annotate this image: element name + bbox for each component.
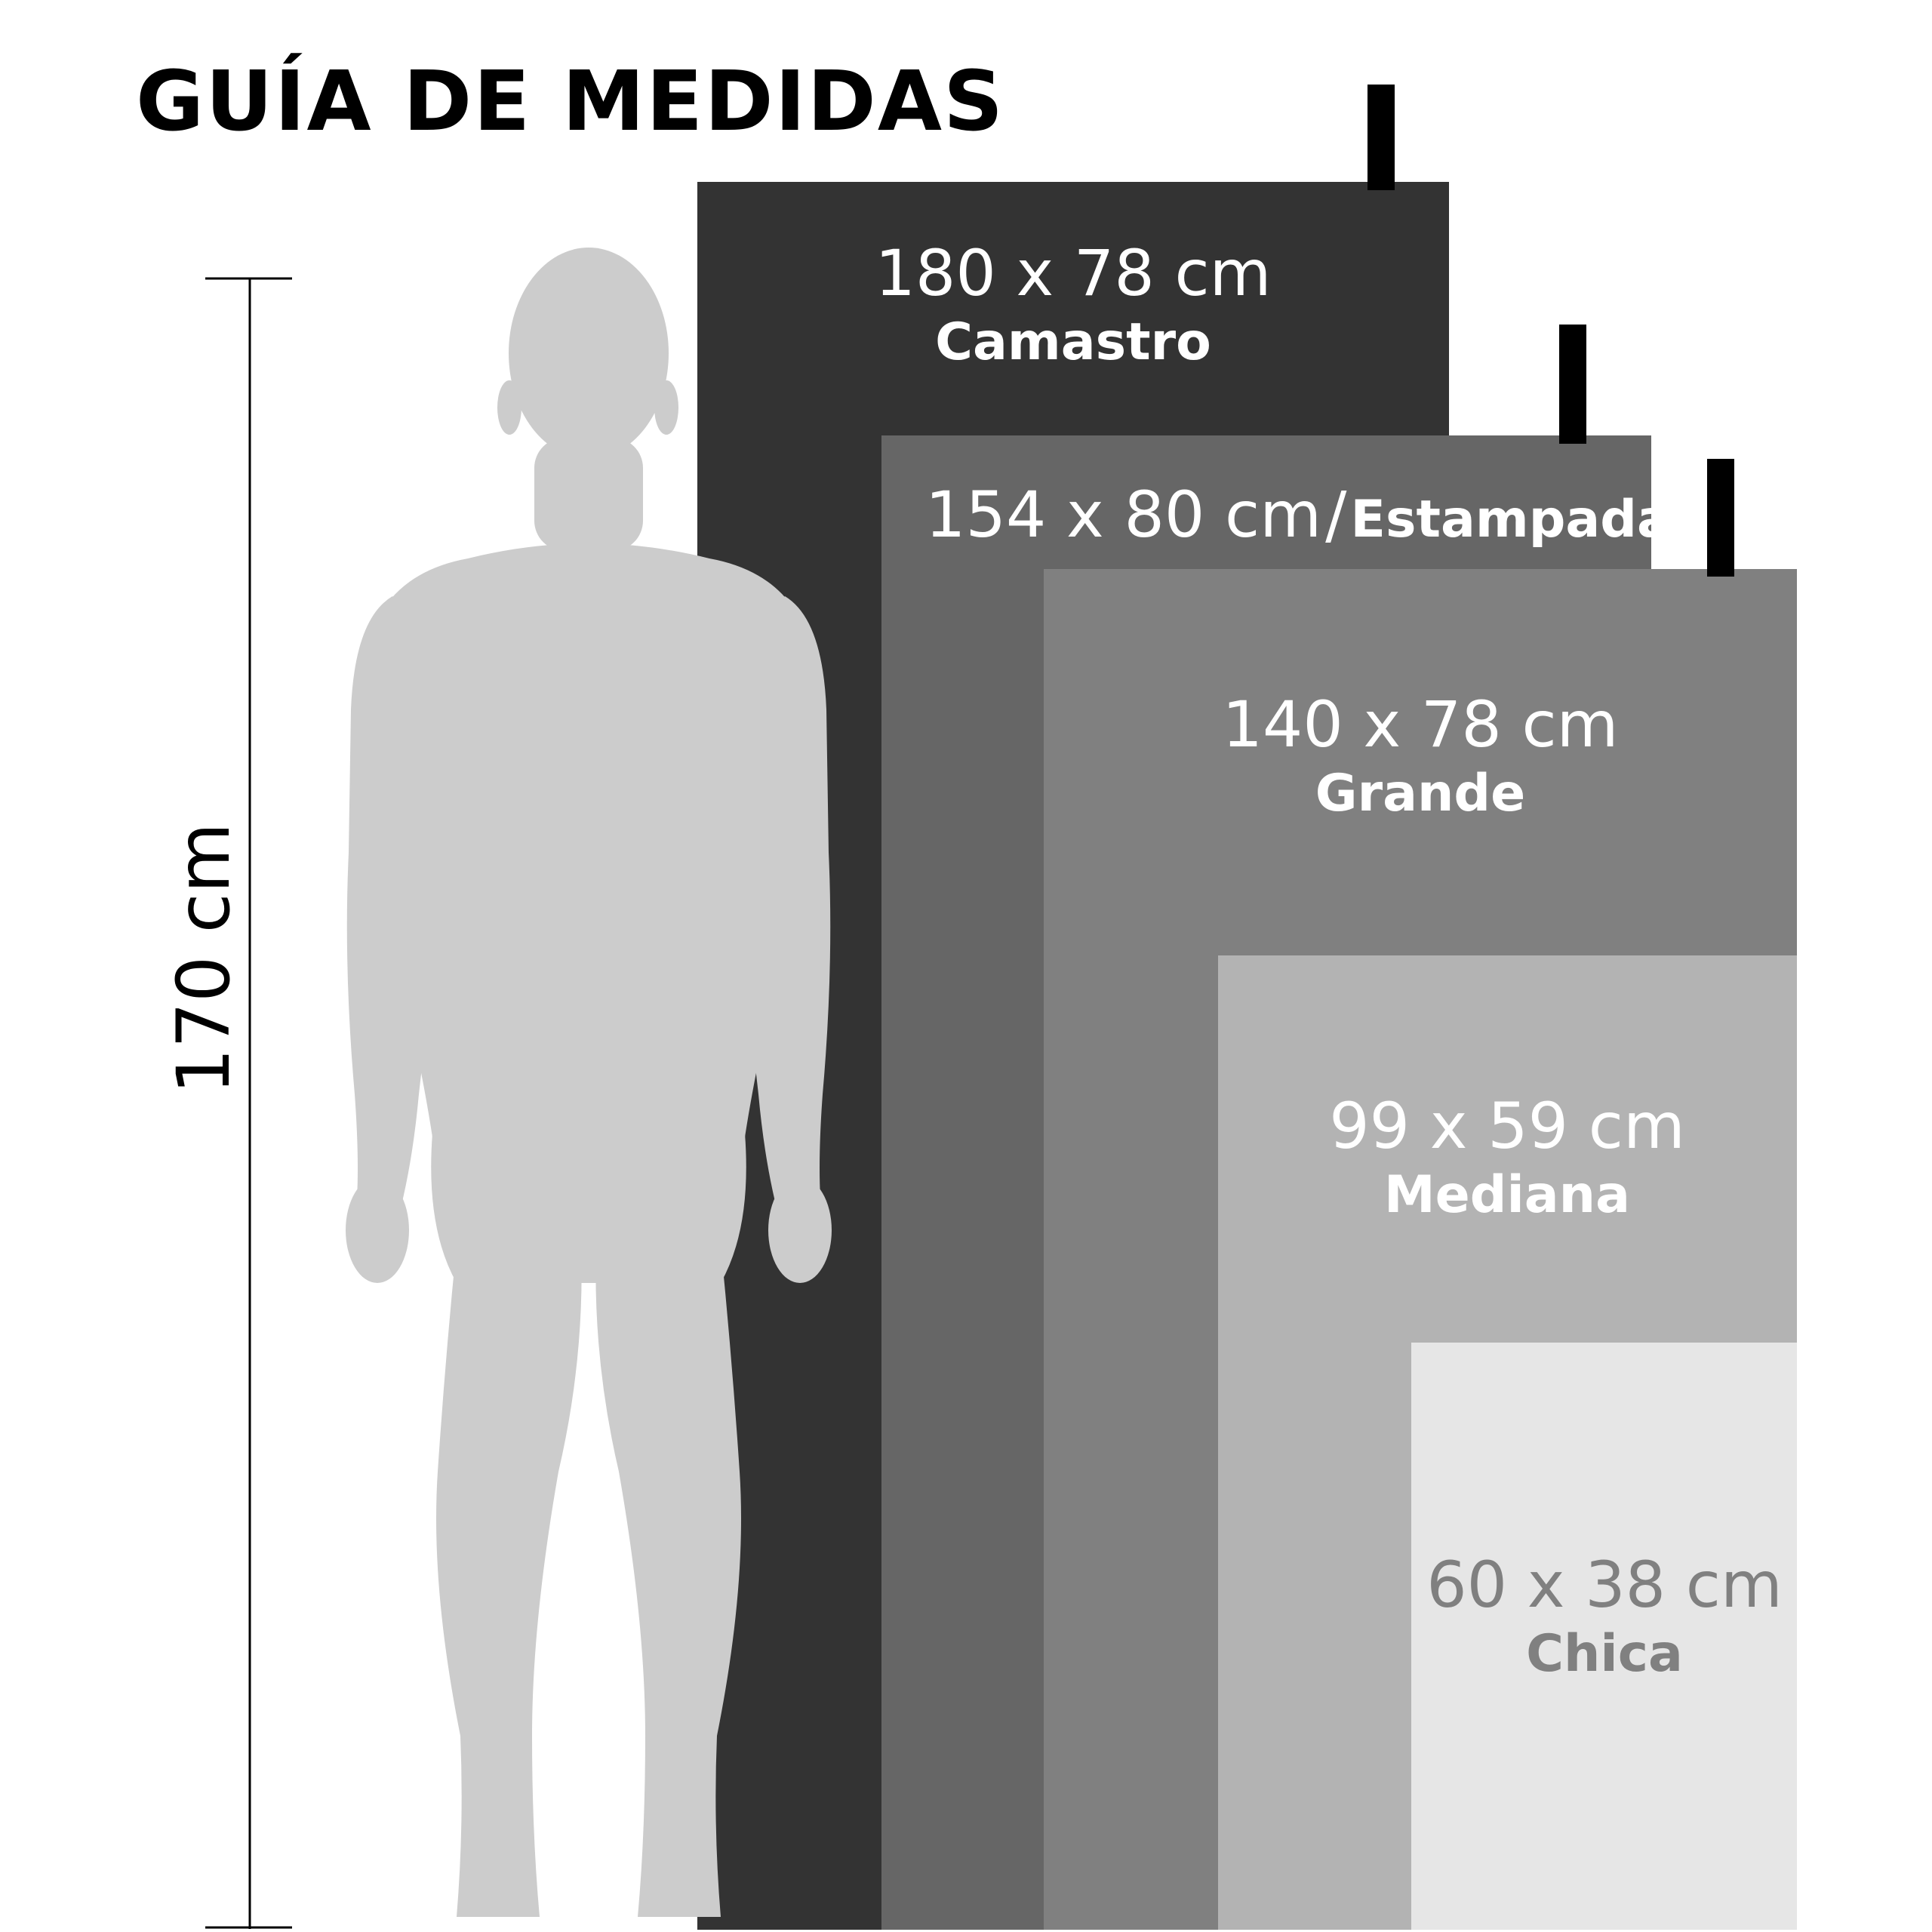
towel-chica: [1411, 1343, 1797, 1930]
size-dimensions: 154 x 80 cm: [925, 478, 1322, 552]
size-label-estampada: 154 x 80 cm / Estampada: [925, 477, 1672, 553]
size-dimensions: 60 x 38 cm: [1426, 1548, 1783, 1622]
size-name: Chica: [1526, 1623, 1683, 1684]
height-label-text: 170 cm: [162, 822, 246, 1095]
size-label-mediana: 99 x 59 cm Mediana: [1205, 1088, 1809, 1226]
size-label-chica: 60 x 38 cm Chica: [1303, 1547, 1906, 1684]
size-dimensions: 140 x 78 cm: [1222, 688, 1619, 761]
size-separator: /: [1325, 478, 1347, 552]
size-name: Grande: [1315, 763, 1526, 823]
size-label-grande: 140 x 78 cm Grande: [1118, 687, 1722, 824]
size-dimensions: 99 x 59 cm: [1329, 1089, 1685, 1163]
size-label-camastro: 180 x 78 cm Camastro: [771, 235, 1375, 373]
hanger-icon: [1707, 459, 1734, 577]
hanger-icon: [1367, 85, 1395, 190]
size-name: Estampada: [1350, 490, 1672, 549]
size-name: Camastro: [935, 312, 1211, 372]
size-dimensions: 180 x 78 cm: [875, 236, 1272, 310]
hanger-icon: [1559, 325, 1586, 444]
human-silhouette-icon: [346, 248, 832, 1917]
size-name: Mediana: [1384, 1164, 1630, 1225]
page-title: GUÍA DE MEDIDAS: [136, 53, 1005, 149]
